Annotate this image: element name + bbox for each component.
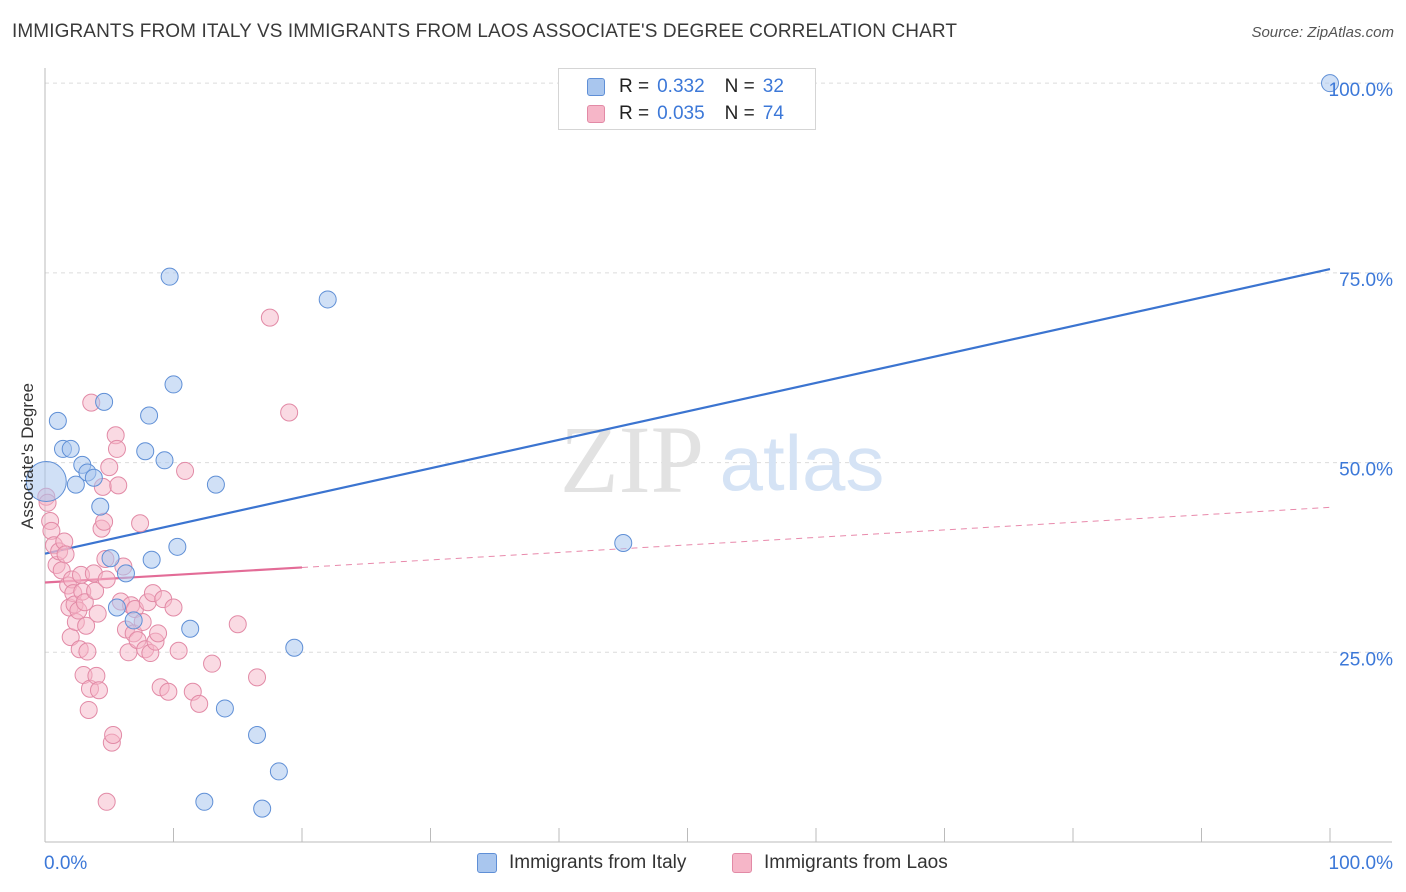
italy-point	[66, 475, 85, 494]
laos-point	[97, 570, 116, 589]
x-tick-label: 100.0%	[1329, 853, 1394, 874]
italy-legend-label: Immigrants from Italy	[509, 852, 687, 873]
laos-point	[280, 403, 299, 422]
laos-point	[190, 694, 209, 713]
laos-swatch	[587, 105, 605, 123]
italy-point	[318, 290, 337, 309]
laos-point	[78, 642, 97, 661]
italy-point	[168, 537, 187, 556]
laos-point	[248, 668, 267, 687]
italy-point	[107, 598, 126, 617]
y-axis-label: Associate's Degree	[18, 383, 37, 529]
laos-point	[176, 461, 195, 480]
laos-point	[77, 616, 96, 635]
italy-point	[269, 762, 288, 781]
italy-point	[48, 411, 67, 430]
italy-point	[101, 549, 120, 568]
axes	[44, 68, 1392, 843]
italy-point	[285, 638, 304, 657]
italy-point	[116, 564, 135, 583]
italy-point	[164, 375, 183, 394]
watermark-atlas: atlas	[720, 419, 885, 507]
italy-point	[84, 468, 103, 487]
italy-point	[614, 534, 633, 553]
tick-labels: 25.0% 50.0% 75.0% 100.0% 0.0% 100.0%	[44, 80, 1393, 874]
italy-point	[248, 726, 267, 745]
laos-point	[260, 308, 279, 327]
chart-title: IMMIGRANTS FROM ITALY VS IMMIGRANTS FROM…	[12, 21, 958, 42]
italy-point	[206, 475, 225, 494]
source-label: Source: ZipAtlas.com	[1251, 24, 1394, 41]
laos-r-value: 0.035	[657, 103, 705, 124]
legend-row-laos: R = 0.035 N = 74	[587, 101, 784, 127]
laos-point	[228, 615, 247, 634]
italy-r-label: R =	[619, 76, 650, 97]
italy-n-value: 32	[762, 76, 784, 97]
correlation-legend: R = 0.332 N = 32 R = 0.035 N = 74	[558, 68, 816, 130]
laos-point	[107, 439, 126, 458]
italy-point	[136, 442, 155, 461]
italy-swatch	[587, 78, 605, 96]
laos-point	[86, 581, 105, 600]
laos-point	[203, 654, 222, 673]
italy-r-value: 0.332	[657, 76, 705, 97]
laos-point	[109, 476, 128, 495]
trend-line-italy	[44, 268, 1331, 555]
italy-point	[253, 799, 272, 818]
laos-point	[131, 514, 150, 533]
laos-point	[88, 604, 107, 623]
italy-point	[155, 451, 174, 470]
laos-point	[169, 641, 188, 660]
laos-point	[164, 598, 183, 617]
italy-point	[61, 439, 80, 458]
laos-n-label: N =	[724, 103, 755, 124]
y-tick-label: 25.0%	[1339, 649, 1393, 670]
laos-point	[100, 458, 119, 477]
trend-line-laos-dashed	[301, 506, 1331, 568]
legend-item-italy: Immigrants from Italy	[477, 852, 686, 874]
italy-point	[195, 792, 214, 811]
laos-r-label: R =	[619, 103, 650, 124]
watermark-zip: ZIP	[560, 406, 704, 513]
italy-point	[142, 550, 161, 569]
italy-n-label: N =	[724, 76, 755, 97]
italy-point	[95, 392, 114, 411]
laos-point	[79, 700, 98, 719]
italy-point	[215, 699, 234, 718]
laos-point	[75, 593, 94, 612]
laos-legend-swatch	[732, 853, 752, 873]
italy-point	[181, 619, 200, 638]
series-italy-points	[25, 74, 1339, 818]
laos-point	[95, 512, 114, 531]
x-tick-label: 0.0%	[44, 853, 87, 874]
laos-point	[159, 682, 178, 701]
italy-point	[124, 611, 143, 630]
italy-legend-swatch	[477, 853, 497, 873]
legend-item-laos: Immigrants from Laos	[732, 852, 948, 874]
grid-lines	[45, 82, 1392, 653]
laos-n-value: 74	[762, 103, 784, 124]
italy-point	[25, 461, 67, 503]
laos-point	[104, 726, 123, 745]
y-tick-label: 100.0%	[1329, 80, 1394, 101]
legend-row-italy: R = 0.332 N = 32	[587, 74, 784, 100]
series-legend: Immigrants from Italy Immigrants from La…	[0, 852, 1406, 878]
italy-point	[140, 406, 159, 425]
laos-point	[149, 624, 168, 643]
laos-point	[97, 792, 116, 811]
italy-point	[1321, 74, 1339, 93]
italy-point	[160, 267, 179, 286]
y-tick-label: 50.0%	[1339, 460, 1393, 481]
laos-point	[89, 681, 108, 700]
y-tick-label: 75.0%	[1339, 270, 1393, 291]
laos-legend-label: Immigrants from Laos	[764, 852, 948, 873]
laos-point	[56, 545, 75, 564]
italy-point	[91, 497, 110, 516]
